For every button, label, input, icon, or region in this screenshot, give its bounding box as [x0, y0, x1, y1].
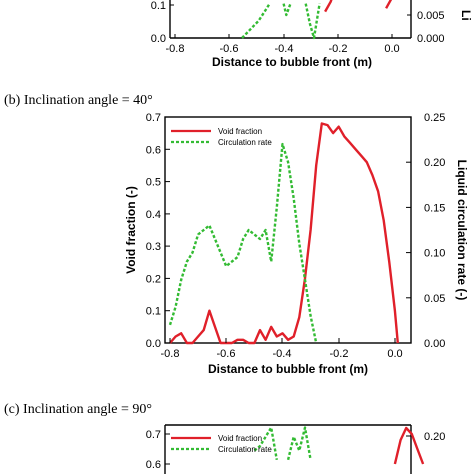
- panel-c-right-tick-label: 0.20: [424, 431, 445, 443]
- panel-a-ytick-label: 0.1: [151, 0, 166, 12]
- panel-b-x-axis-label: Distance to bubble front (m): [208, 362, 368, 376]
- panel-b: (b) Inclination angle = 40° Void fractio…: [4, 93, 469, 376]
- panel-b-right-tick-label: 0.05: [424, 293, 445, 305]
- panel-b-ytick-label: 0.2: [146, 273, 161, 285]
- panel-a-series-circulation-rate-line: [282, 3, 292, 17]
- panel-c-lines: [253, 426, 425, 465]
- panel-a-ytick-label: 0.0: [151, 33, 166, 45]
- panel-b-xtick-label: 0.0: [387, 348, 402, 360]
- panel-a-x-axis-label: Distance to bubble front (m): [212, 55, 372, 69]
- panel-b-legend: Void fraction Circulation rate: [171, 127, 272, 147]
- panel-b-right-tick-label: 0.20: [424, 157, 445, 169]
- panel-b-ytick-label: 0.1: [146, 306, 161, 318]
- panel-a-series-void-fraction-line: [385, 0, 393, 9]
- panel-b-series-void-fraction-line: [169, 122, 399, 345]
- panel-a-xtick-label: -0.6: [220, 43, 239, 55]
- panel-b-xticks: -0.8 -0.6 -0.4 -0.2 0.0: [161, 338, 403, 360]
- panel-b-series-circulation-rate-line: [168, 142, 318, 344]
- panel-b-ytick-label: 0.5: [146, 177, 161, 189]
- panel-b-ytick-label: 0.4: [146, 209, 161, 221]
- legend-label-void-fraction: Void fraction: [218, 127, 262, 136]
- panel-b-right-yticks: 0.25 0.20 0.15 0.10 0.05 0.00: [406, 112, 445, 350]
- panel-c: (c) Inclination angle = 90° Void fractio…: [4, 402, 445, 474]
- panel-b-xtick-label: -0.6: [217, 348, 236, 360]
- panel-a-series-void-fraction-line: [324, 0, 333, 13]
- panel-b-ytick-label: 0.0: [146, 338, 161, 350]
- panel-a-xticks: -0.8 -0.6 -0.4 -0.2 0.0: [166, 34, 400, 55]
- panel-a-xtick-label: -0.2: [329, 43, 348, 55]
- panel-a-series-circulation-rate-line: [241, 2, 271, 39]
- panel-b-right-tick-label: 0.15: [424, 202, 445, 214]
- panel-a-series-circulation-rate-line: [304, 3, 321, 40]
- panel-b-right-tick-label: 0.10: [424, 248, 445, 260]
- panel-b-ytick-label: 0.6: [146, 144, 161, 156]
- panel-b-xtick-label: -0.8: [161, 348, 180, 360]
- panel-c-series-void-fraction-line: [393, 426, 425, 465]
- panel-a-xtick-label: -0.4: [275, 43, 294, 55]
- panel-b-xtick-label: -0.2: [330, 348, 349, 360]
- panel-b-right-tick-label: 0.00: [424, 338, 445, 350]
- panel-c-ytick-label: 0.6: [146, 459, 161, 471]
- legend-label-circulation-rate: Circulation rate: [218, 138, 272, 147]
- panel-a-xtick-label: 0.0: [384, 43, 399, 55]
- panel-a-lines: [241, 0, 393, 40]
- panel-b-ytick-label: 0.3: [146, 241, 161, 253]
- panel-b-right-tick-label: 0.25: [424, 112, 445, 124]
- legend-label-circulation-rate: Circulation rate: [218, 445, 272, 454]
- panel-b-ytick-label: 0.7: [146, 112, 161, 124]
- panel-b-y-axis-label: Void fraction (-): [124, 186, 138, 274]
- panel-a: 0.1 0.0 0.005 0.000 Li -0.8 -0.6 -0.4 -0…: [151, 0, 473, 69]
- panel-c-ytick-label: 0.7: [146, 429, 161, 441]
- panel-a-right-tick-label: 0.005: [417, 10, 445, 22]
- panel-a-right-tick-label: 0.000: [417, 33, 445, 45]
- panel-c-legend: Void fraction Circulation rate: [171, 434, 272, 454]
- panel-b-caption: (b) Inclination angle = 40°: [4, 93, 153, 108]
- panel-b-xtick-label: -0.4: [273, 348, 292, 360]
- panel-a-right-axis-label: Li: [459, 10, 473, 21]
- panel-b-right-axis-label: Liquid circulation rate (-): [455, 160, 469, 301]
- panel-a-xtick-label: -0.8: [166, 43, 185, 55]
- panel-b-lines: [168, 122, 399, 345]
- panel-c-series-circulation-rate-line: [253, 426, 278, 461]
- legend-label-void-fraction: Void fraction: [218, 434, 262, 443]
- panel-b-plot-frame: [164, 116, 412, 344]
- panel-c-caption: (c) Inclination angle = 90°: [4, 402, 152, 417]
- panel-b-left-yticks: 0.7 0.6 0.5 0.4 0.3 0.2 0.1 0.0: [146, 112, 170, 350]
- panel-c-series-circulation-rate-line: [286, 426, 312, 461]
